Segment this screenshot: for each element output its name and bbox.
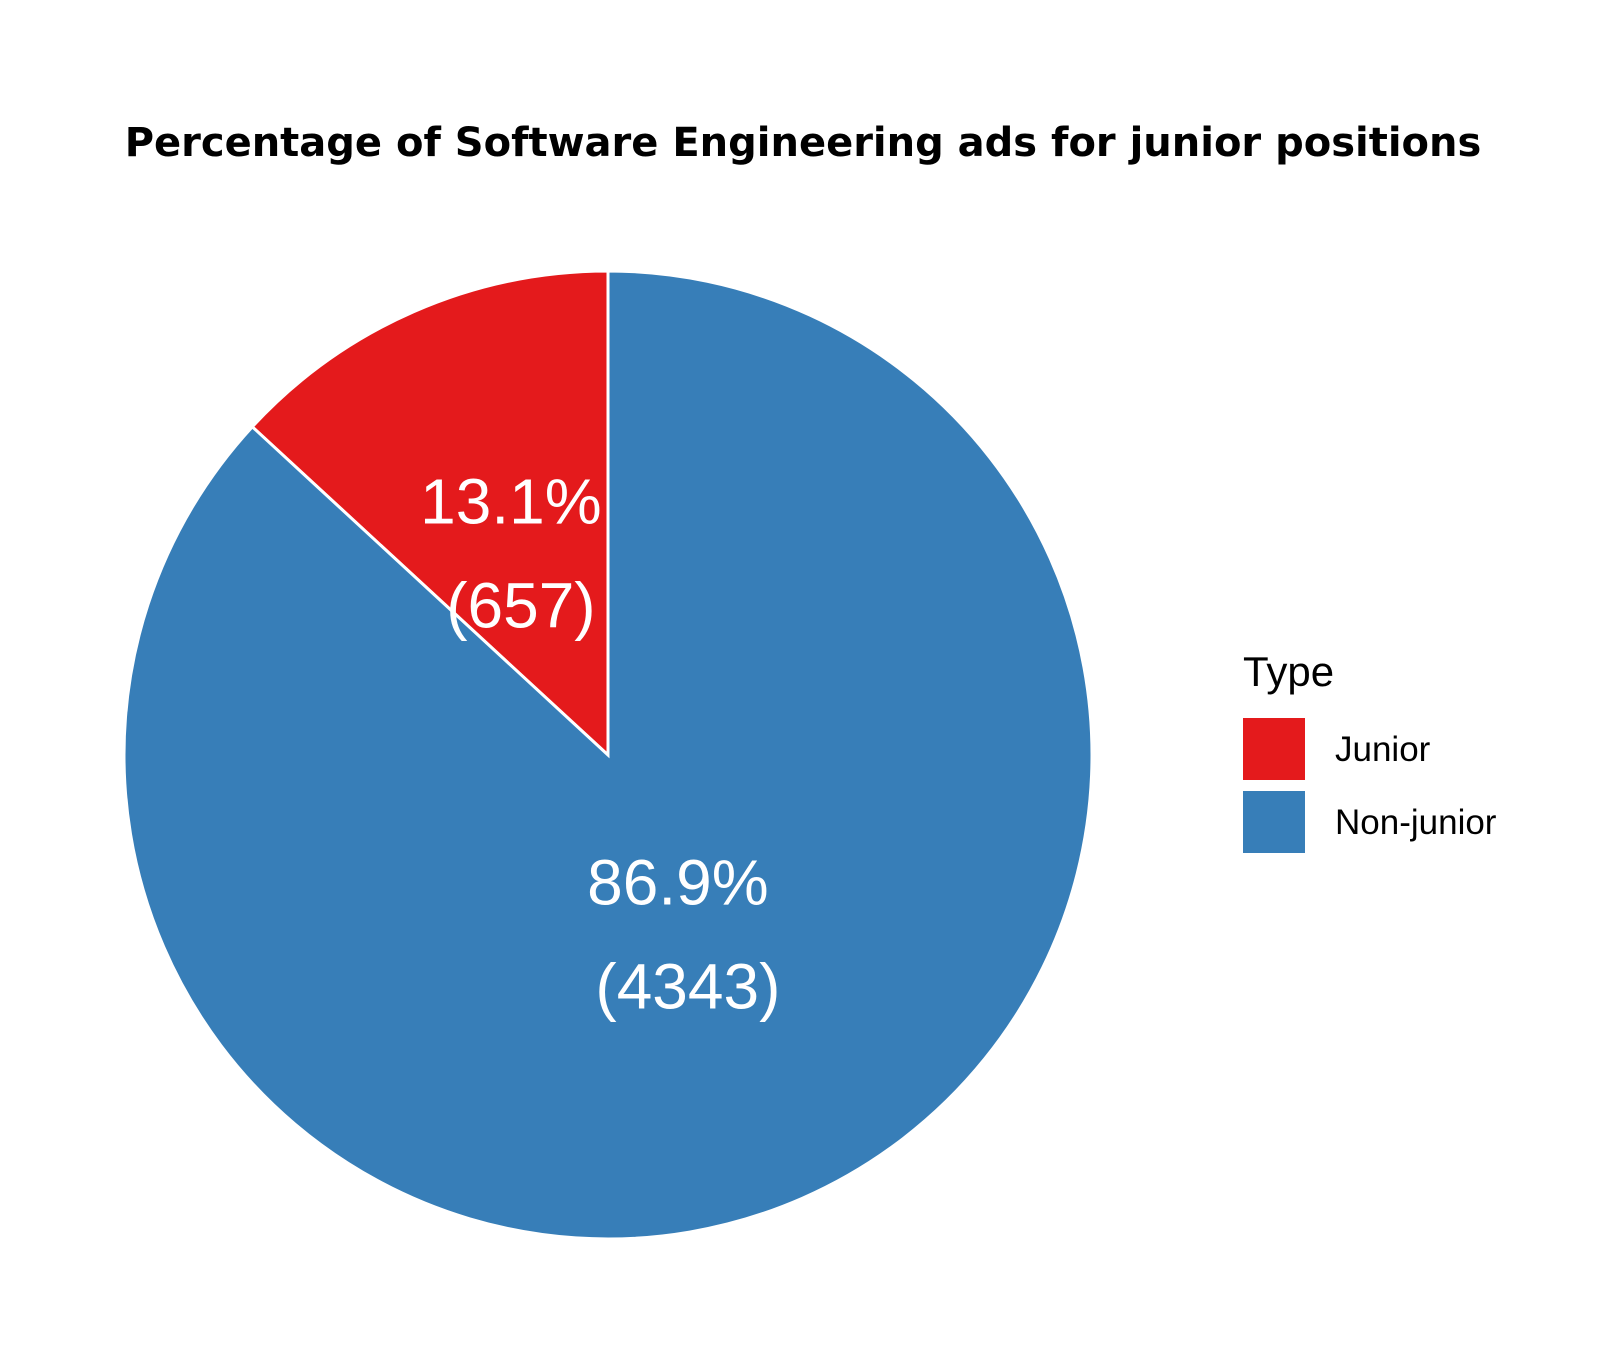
legend-label-non-junior: Non-junior: [1335, 803, 1497, 842]
slice-labels: 13.1% (657) 86.9% (4343): [420, 465, 780, 1022]
chart-title: Percentage of Software Engineering ads f…: [125, 120, 1482, 166]
legend: Type Junior Non-junior: [1243, 648, 1497, 853]
pie-slices: [122, 269, 1094, 1241]
slice-percent-label: 13.1%: [420, 465, 601, 537]
slice-percent-label: 86.9%: [587, 847, 768, 919]
legend-title: Type: [1243, 648, 1334, 695]
pie-slice-junior: [250, 269, 610, 759]
legend-label-junior: Junior: [1335, 730, 1431, 769]
slice-count-label: (657): [446, 569, 595, 641]
legend-swatch-non-junior: [1243, 791, 1305, 853]
pie-slice-non-junior: [122, 269, 1094, 1241]
legend-swatch-junior: [1243, 718, 1305, 780]
legend-items: Junior Non-junior: [1243, 718, 1497, 853]
slice-count-label: (4343): [595, 951, 780, 1023]
